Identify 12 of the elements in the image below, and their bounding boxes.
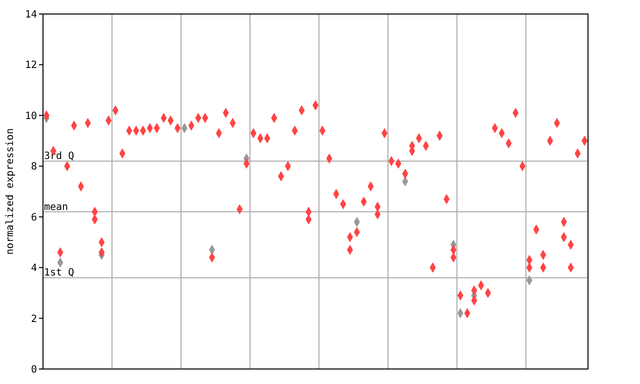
y-tick-label: 8 xyxy=(30,162,37,173)
y-tick-label: 6 xyxy=(30,212,37,224)
ref-line-label: mean xyxy=(44,202,68,213)
y-tick-label: 14 xyxy=(24,10,37,20)
y-tick-label: 12 xyxy=(24,60,37,72)
y-tick-label: 2 xyxy=(30,314,37,325)
y-axis-title: normalized expression xyxy=(5,128,16,255)
y-tick-label: 4 xyxy=(30,263,37,274)
ref-line-label: 1st Q xyxy=(44,268,74,279)
y-tick-label: 0 xyxy=(30,364,37,376)
ref-line-label: 3rd Q xyxy=(44,151,74,162)
y-tick-label: 10 xyxy=(24,110,37,122)
